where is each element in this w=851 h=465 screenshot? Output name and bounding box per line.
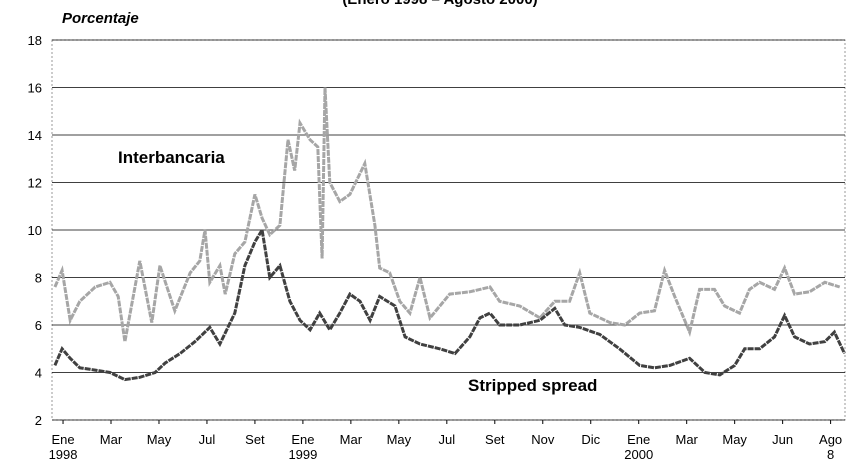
y-tick-label: 12 xyxy=(28,176,42,191)
x-tick-label: Ene xyxy=(627,432,650,447)
x-tick-label: May xyxy=(147,432,172,447)
y-axis-label: Porcentaje xyxy=(62,10,139,27)
x-tick-label: Jun xyxy=(772,432,793,447)
series-line xyxy=(53,225,846,382)
y-tick-label: 10 xyxy=(28,223,42,238)
x-tick-label: May xyxy=(387,432,412,447)
x-tick-label: Jul xyxy=(199,432,216,447)
x-tick-label: Mar xyxy=(340,432,363,447)
x-tick-label: Mar xyxy=(675,432,698,447)
x-year-label: 8 xyxy=(827,447,834,462)
y-tick-label: 8 xyxy=(35,271,42,286)
x-year-label: 1999 xyxy=(288,447,317,462)
y-tick-label: 6 xyxy=(35,318,42,333)
x-tick-label: Jul xyxy=(439,432,456,447)
series-line xyxy=(53,87,841,342)
y-tick-label: 16 xyxy=(28,81,42,96)
x-tick-label: Ago xyxy=(819,432,842,447)
chart-title: (Enero 1998 – Agosto 2000) xyxy=(342,0,537,8)
annotation: Stripped spread xyxy=(468,376,597,395)
y-tick-label: 4 xyxy=(35,366,42,381)
y-tick-label: 18 xyxy=(28,33,42,48)
x-year-label: 1998 xyxy=(49,447,78,462)
y-tick-label: 14 xyxy=(28,128,42,143)
x-year-label: 2000 xyxy=(624,447,653,462)
x-tick-label: Mar xyxy=(100,432,123,447)
x-tick-label: Ene xyxy=(291,432,314,447)
y-tick-label: 2 xyxy=(35,413,42,428)
x-tick-label: Set xyxy=(245,432,265,447)
x-tick-label: May xyxy=(722,432,747,447)
x-tick-label: Set xyxy=(485,432,505,447)
x-tick-label: Nov xyxy=(531,432,555,447)
x-tick-label: Ene xyxy=(51,432,74,447)
x-tick-label: Dic xyxy=(581,432,600,447)
annotation: Interbancaria xyxy=(118,148,225,167)
